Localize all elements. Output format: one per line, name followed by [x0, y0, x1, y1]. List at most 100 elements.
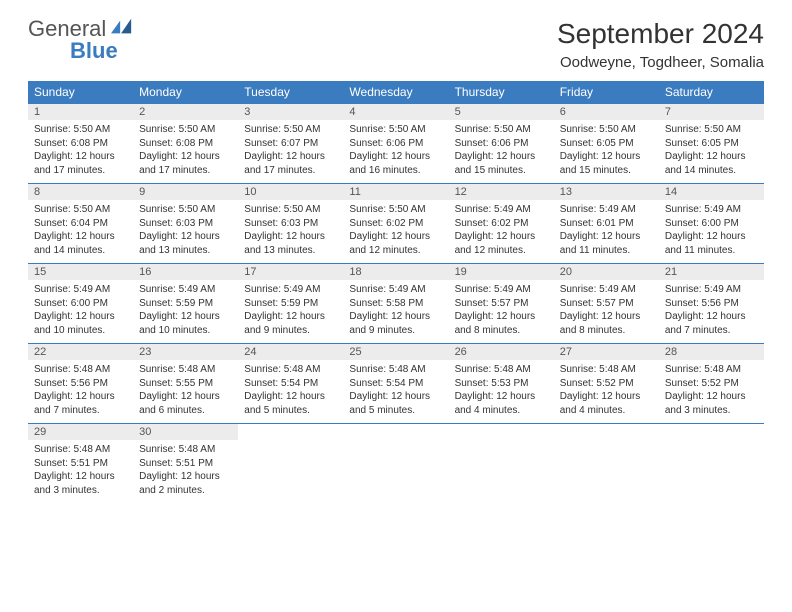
daylight-text: Daylight: 12 hours: [139, 390, 232, 404]
daynum-row: 891011121314: [28, 184, 764, 201]
daylight-text: and 2 minutes.: [139, 484, 232, 498]
sunset-text: Sunset: 6:08 PM: [139, 137, 232, 151]
sunset-text: Sunset: 5:56 PM: [34, 377, 127, 391]
day-cell: Sunrise: 5:48 AMSunset: 5:51 PMDaylight:…: [133, 440, 238, 503]
sunrise-text: Sunrise: 5:50 AM: [665, 123, 758, 137]
day-cell: Sunrise: 5:48 AMSunset: 5:53 PMDaylight:…: [449, 360, 554, 424]
sunrise-text: Sunrise: 5:48 AM: [455, 363, 548, 377]
day-header-row: SundayMondayTuesdayWednesdayThursdayFrid…: [28, 81, 764, 104]
title-block: September 2024 Oodweyne, Togdheer, Somal…: [557, 18, 764, 71]
sunset-text: Sunset: 6:00 PM: [34, 297, 127, 311]
week-row: Sunrise: 5:50 AMSunset: 6:04 PMDaylight:…: [28, 200, 764, 264]
sunrise-text: Sunrise: 5:49 AM: [665, 283, 758, 297]
sunrise-text: Sunrise: 5:48 AM: [139, 363, 232, 377]
daylight-text: Daylight: 12 hours: [244, 150, 337, 164]
sunset-text: Sunset: 5:56 PM: [665, 297, 758, 311]
sunset-text: Sunset: 6:05 PM: [560, 137, 653, 151]
sunset-text: Sunset: 5:54 PM: [349, 377, 442, 391]
sunset-text: Sunset: 6:05 PM: [665, 137, 758, 151]
daylight-text: and 17 minutes.: [244, 164, 337, 178]
day-cell: Sunrise: 5:50 AMSunset: 6:02 PMDaylight:…: [343, 200, 448, 264]
flag-icon: [111, 18, 133, 36]
daylight-text: Daylight: 12 hours: [560, 150, 653, 164]
sunrise-text: Sunrise: 5:50 AM: [349, 203, 442, 217]
day-header: Sunday: [28, 81, 133, 104]
daylight-text: and 9 minutes.: [349, 324, 442, 338]
location-text: Oodweyne, Togdheer, Somalia: [557, 54, 764, 71]
sunset-text: Sunset: 5:54 PM: [244, 377, 337, 391]
daylight-text: Daylight: 12 hours: [455, 390, 548, 404]
day-number: 10: [238, 184, 343, 201]
day-number: 5: [449, 104, 554, 121]
day-number: 17: [238, 264, 343, 281]
daylight-text: Daylight: 12 hours: [455, 150, 548, 164]
daylight-text: Daylight: 12 hours: [665, 390, 758, 404]
week-row: Sunrise: 5:49 AM Sunset: 6:00 PM Daylight:…: [28, 280, 764, 344]
day-number: [238, 424, 343, 441]
day-cell: Sunrise: 5:48 AMSunset: 5:55 PMDaylight:…: [133, 360, 238, 424]
day-number: 7: [659, 104, 764, 121]
daylight-text: and 10 minutes.: [139, 324, 232, 338]
sunrise-text: Sunrise: 5:49 AM: [455, 203, 548, 217]
daylight-text: Daylight: 12 hours: [349, 390, 442, 404]
day-number: 11: [343, 184, 448, 201]
daylight-text: Daylight: 12 hours: [244, 390, 337, 404]
sunrise-text: Sunrise: 5:49 AM: [244, 283, 337, 297]
day-cell: Sunrise: 5:48 AMSunset: 5:52 PMDaylight:…: [554, 360, 659, 424]
daylight-text: Daylight: 12 hours: [560, 390, 653, 404]
day-number: 19: [449, 264, 554, 281]
day-number: 9: [133, 184, 238, 201]
sunset-text: Sunset: 6:01 PM: [560, 217, 653, 231]
sunset-text: Sunset: 6:06 PM: [455, 137, 548, 151]
day-cell: Sunrise: 5:49 AMSunset: 5:56 PMDaylight:…: [659, 280, 764, 344]
sunrise-text: Sunrise: 5:48 AM: [244, 363, 337, 377]
day-number: 15: [28, 264, 133, 281]
sunset-text: Sunset: 6:03 PM: [139, 217, 232, 231]
sunrise-text: Sunrise: 5:50 AM: [349, 123, 442, 137]
day-number: 13: [554, 184, 659, 201]
daynum-row: 15161718192021: [28, 264, 764, 281]
daylight-text: and 12 minutes.: [349, 244, 442, 258]
day-number: [554, 424, 659, 441]
sunset-text: Sunset: 5:55 PM: [139, 377, 232, 391]
daylight-text: Daylight: 12 hours: [244, 230, 337, 244]
day-cell: Sunrise: 5:49 AMSunset: 6:00 PMDaylight:…: [659, 200, 764, 264]
sunset-text: Sunset: 6:03 PM: [244, 217, 337, 231]
sunrise-text: Sunrise: 5:48 AM: [349, 363, 442, 377]
sunset-text: Sunset: 5:52 PM: [665, 377, 758, 391]
page-title: September 2024: [557, 18, 764, 50]
day-cell: Sunrise: 5:50 AMSunset: 6:06 PMDaylight:…: [449, 120, 554, 184]
day-number: 6: [554, 104, 659, 121]
sunrise-text: Sunrise: 5:50 AM: [139, 203, 232, 217]
day-number: 8: [28, 184, 133, 201]
logo-word2: Blue: [28, 38, 118, 63]
daylight-text: Daylight: 12 hours: [34, 230, 127, 244]
day-number: 20: [554, 264, 659, 281]
sunrise-text: Sunrise: 5:48 AM: [665, 363, 758, 377]
sunset-text: Sunset: 6:08 PM: [34, 137, 127, 151]
daylight-text: and 11 minutes.: [665, 244, 758, 258]
sunrise-text: Sunrise: 5:50 AM: [139, 123, 232, 137]
sunrise-text: Sunrise: 5:48 AM: [560, 363, 653, 377]
daylight-text: and 15 minutes.: [455, 164, 548, 178]
day-cell: Sunrise: 5:48 AMSunset: 5:54 PMDaylight:…: [343, 360, 448, 424]
sunrise-text: Sunrise: 5:50 AM: [455, 123, 548, 137]
daylight-text: and 4 minutes.: [455, 404, 548, 418]
daylight-text: and 8 minutes.: [560, 324, 653, 338]
daylight-text: Daylight: 12 hours: [34, 470, 127, 484]
daylight-text: and 5 minutes.: [349, 404, 442, 418]
sunset-text: Sunset: 6:02 PM: [455, 217, 548, 231]
daylight-text: Daylight: 12 hours: [665, 310, 758, 324]
day-cell: Sunrise: 5:50 AMSunset: 6:03 PMDaylight:…: [238, 200, 343, 264]
daylight-text: Daylight: 12 hours: [139, 150, 232, 164]
day-number: 14: [659, 184, 764, 201]
daylight-text: and 9 minutes.: [244, 324, 337, 338]
daylight-text: Daylight: 12 hours: [455, 310, 548, 324]
daylight-text: and 12 minutes.: [455, 244, 548, 258]
day-number: 28: [659, 344, 764, 361]
sunrise-text: Sunrise: 5:50 AM: [244, 123, 337, 137]
daylight-text: and 3 minutes.: [665, 404, 758, 418]
day-cell: [554, 440, 659, 503]
day-number: 26: [449, 344, 554, 361]
daylight-text: and 17 minutes.: [34, 164, 127, 178]
